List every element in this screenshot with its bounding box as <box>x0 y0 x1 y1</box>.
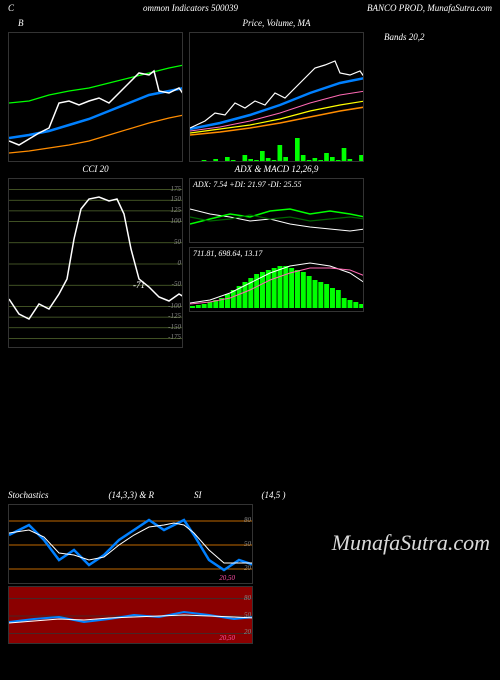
rsi-small-label: 20,50 <box>219 634 235 642</box>
adx-title: ADX & MACD 12,26,9 <box>189 164 364 174</box>
stoch-title-mid: (14,3,3) & R <box>109 490 155 500</box>
cci-wrap: CCI 20 175150125100500-50-100-125-150-17… <box>8 178 183 348</box>
cci-chart <box>8 178 183 348</box>
cci-title: CCI 20 <box>8 164 183 174</box>
macd-values-label: 711.81, 698.64, 13.17 <box>193 249 262 258</box>
cci-value-label: -71 <box>133 280 145 290</box>
adx-macd-wrap: ADX & MACD 12,26,9 ADX: 7.54 +DI: 21.97 … <box>189 178 364 348</box>
bollinger-wrap: B <box>8 32 183 162</box>
header-center: ommon Indicators 500039 <box>143 3 238 13</box>
stoch-title-row: Stochastics (14,3,3) & R SI (14,5 ) <box>8 490 488 500</box>
price-ma-wrap: Price, Volume, MA <box>189 32 364 162</box>
page-header: C ommon Indicators 500039 BANCO PROD, Mu… <box>0 0 500 16</box>
rsi-chart <box>8 586 253 644</box>
stoch-title-left: Stochastics <box>8 490 49 500</box>
stochastics-chart <box>8 504 253 584</box>
header-left: C <box>8 3 14 13</box>
stoch-small-label: 20,50 <box>219 574 235 582</box>
price-ma-title: Price, Volume, MA <box>189 18 364 28</box>
price-ma-chart <box>189 32 364 162</box>
bollinger-title-right: Bands 20,2 <box>384 32 425 42</box>
bands-label-wrap: Bands 20,2 <box>384 32 425 162</box>
adx-values-label: ADX: 7.54 +DI: 21.97 -DI: 25.55 <box>193 180 302 189</box>
bollinger-title-left: B <box>18 18 183 28</box>
bollinger-chart <box>8 32 183 162</box>
header-right: BANCO PROD, MunafaSutra.com <box>367 3 492 13</box>
stoch-wrap: Stochastics (14,3,3) & R SI (14,5 ) 8050… <box>8 504 253 644</box>
stoch-title-right: (14,5 ) <box>262 490 286 500</box>
stoch-title-mid2: SI <box>194 490 202 500</box>
